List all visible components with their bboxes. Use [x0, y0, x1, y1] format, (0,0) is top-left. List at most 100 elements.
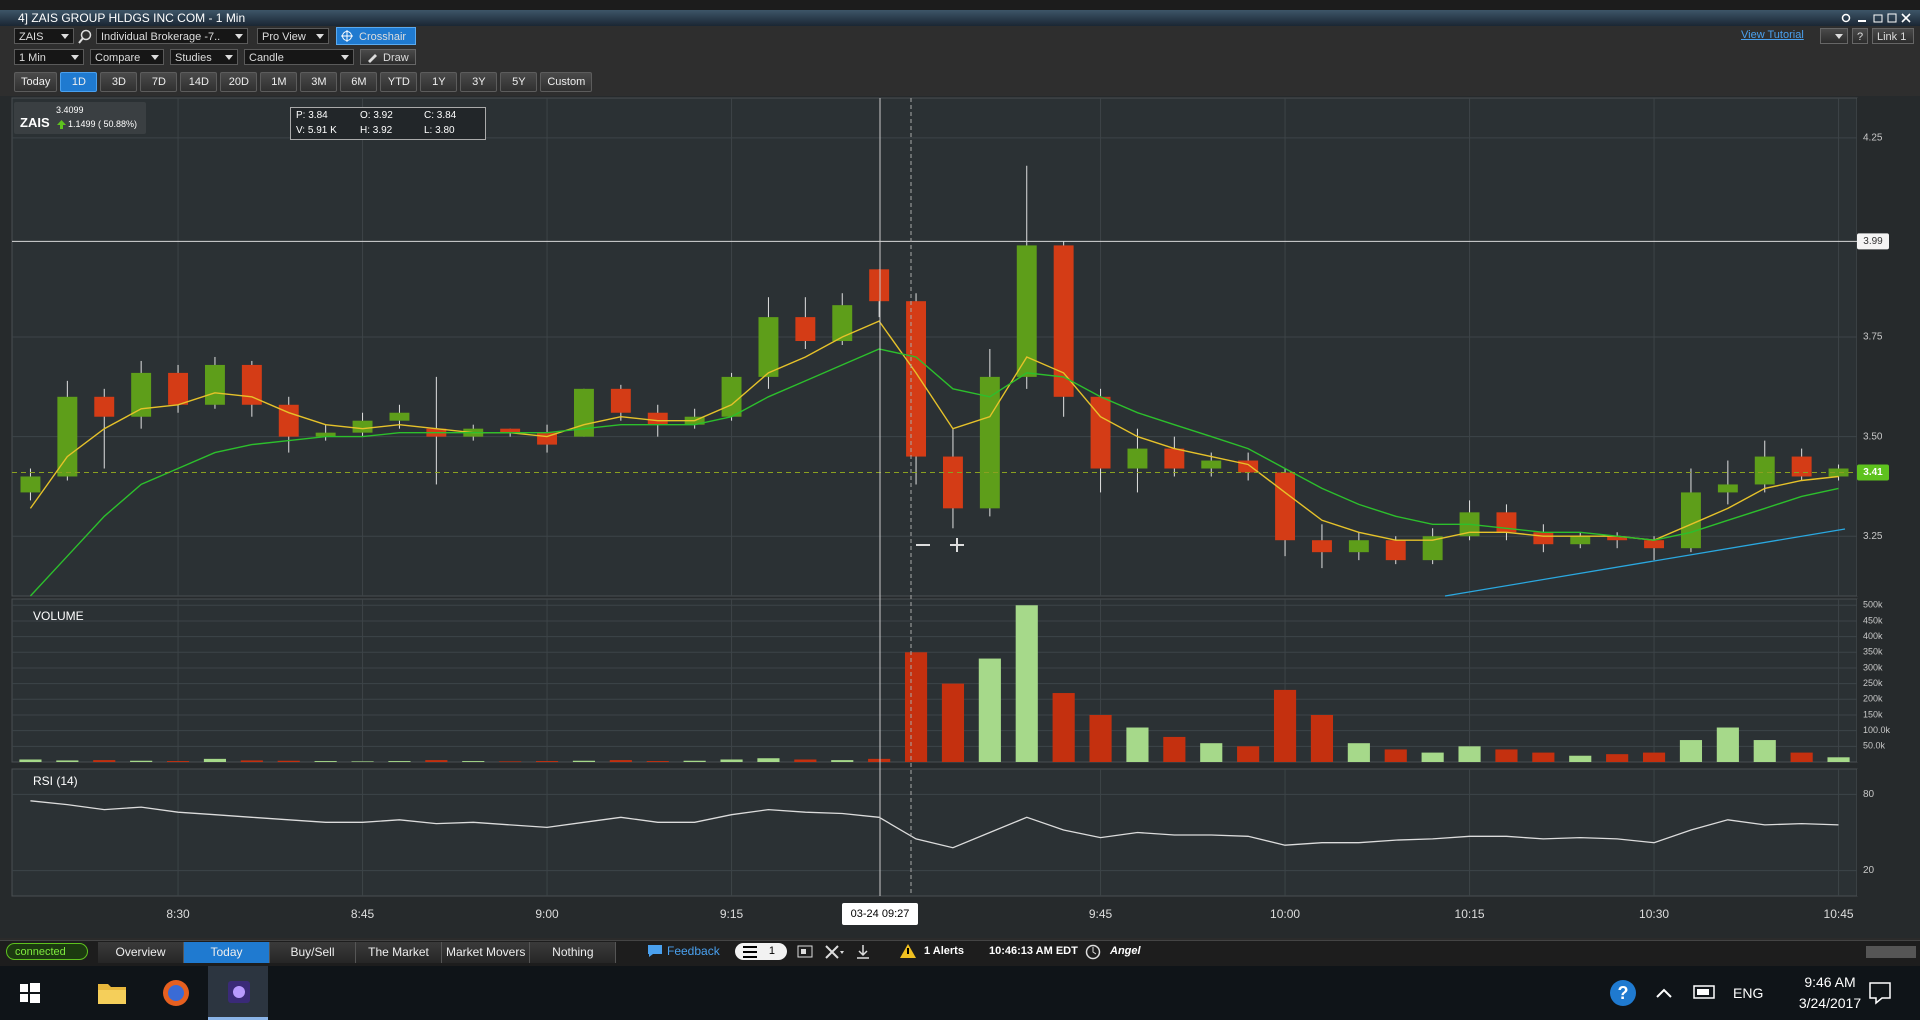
range-button[interactable]: 20D — [220, 72, 258, 92]
volume-bar — [683, 760, 706, 762]
tab[interactable]: The Market — [356, 942, 442, 963]
range-button[interactable]: 3Y — [460, 72, 498, 92]
help-button[interactable]: ? — [1852, 28, 1868, 44]
range-button[interactable]: YTD — [380, 72, 418, 92]
volume-bar — [1126, 727, 1149, 762]
range-button[interactable]: 1Y — [420, 72, 458, 92]
volume-bar — [1015, 605, 1038, 762]
volume-bar — [868, 758, 891, 762]
candle-body — [1164, 448, 1185, 469]
candle-body — [758, 317, 779, 377]
x-tick-label: 9:15 — [720, 907, 744, 921]
view-select[interactable]: Pro View — [257, 28, 329, 44]
candle-body — [869, 269, 890, 302]
rsi-title: RSI (14) — [33, 774, 78, 788]
candle-body — [389, 412, 410, 421]
language[interactable]: ENG — [1733, 985, 1764, 1001]
crosshair-button[interactable]: Crosshair — [336, 27, 416, 45]
volume-bar — [56, 760, 79, 762]
zoom-controls[interactable] — [916, 538, 964, 552]
window-title: 4] ZAIS GROUP HLDGS INC COM - 1 Min — [18, 11, 246, 25]
status-time: 10:46:13 AM EDT — [989, 945, 1078, 957]
account-select[interactable]: Individual Brokerage -7.. — [96, 28, 248, 44]
pencil-icon — [368, 54, 377, 63]
chart-style-select[interactable]: Candle — [244, 49, 354, 65]
volume-bar — [646, 761, 669, 762]
scroll-handle[interactable] — [1866, 946, 1916, 958]
link-button[interactable]: Link 1 — [1872, 28, 1914, 44]
tab[interactable]: Buy/Sell — [270, 942, 356, 963]
axis-background — [1857, 599, 1892, 762]
range-button[interactable]: 3D — [100, 72, 138, 92]
volume-bar — [130, 760, 153, 762]
candle-body — [500, 428, 521, 433]
range-button[interactable]: 5Y — [500, 72, 538, 92]
candle-body — [610, 388, 631, 413]
range-button[interactable]: 1D — [60, 72, 98, 92]
studies-select[interactable]: Studies — [170, 49, 238, 65]
symbol-input[interactable]: ZAIS — [14, 28, 74, 44]
range-button[interactable]: Today — [14, 72, 58, 92]
tab[interactable]: Market Movers — [442, 942, 531, 963]
candle-body — [942, 456, 963, 509]
panel-background — [11, 97, 1858, 597]
status-icons[interactable] — [796, 943, 886, 961]
tab[interactable]: Overview — [98, 942, 184, 963]
range-button[interactable]: 6M — [340, 72, 378, 92]
view-tutorial-link[interactable]: View Tutorial — [1741, 29, 1804, 41]
ohlc-value: C: 3.84 — [424, 110, 457, 121]
candle-body — [1754, 456, 1775, 485]
taskbar-icons[interactable]: ? — [0, 966, 1920, 1020]
tab[interactable]: Nothing — [530, 942, 617, 963]
range-button[interactable]: Custom — [540, 72, 593, 92]
x-tick-label: 10:00 — [1270, 907, 1300, 921]
x-tick-label: 10:30 — [1639, 907, 1669, 921]
moving-average — [29, 320, 1839, 541]
menu-button[interactable] — [1820, 28, 1848, 44]
candle-body — [315, 432, 336, 437]
draw-button[interactable]: Draw — [360, 49, 416, 65]
feedback-link[interactable]: Feedback — [667, 944, 720, 958]
volume-bar — [1642, 752, 1666, 762]
ohlc-value: O: 3.92 — [360, 110, 393, 121]
trend-line — [1444, 528, 1846, 597]
x-tick-label: 8:45 — [351, 907, 375, 921]
volume-bar — [1347, 743, 1370, 762]
clock-date[interactable]: 3/24/2017 — [1798, 995, 1862, 1011]
y-tick-label: 500k — [1863, 600, 1883, 610]
range-button[interactable]: 14D — [180, 72, 218, 92]
panel-background — [11, 768, 1858, 897]
volume-bar — [1384, 749, 1407, 762]
axis-background — [1857, 98, 1892, 596]
axis-background — [1857, 769, 1892, 896]
tabs: Overview Today Buy/Sell The Market Market Mo… — [98, 942, 617, 963]
quote-price: 3.4099 — [56, 105, 84, 115]
range-button[interactable]: 1M — [260, 72, 298, 92]
y-tick-label: 150k — [1863, 709, 1883, 719]
window-controls[interactable] — [1840, 12, 1916, 24]
candle-body — [906, 301, 927, 457]
volume-bar — [1679, 740, 1703, 762]
compare-select[interactable]: Compare — [90, 49, 164, 65]
panel-background — [11, 598, 1858, 763]
title-bar: 4] ZAIS GROUP HLDGS INC COM - 1 Min — [0, 10, 1920, 26]
range-button[interactable]: 3M — [300, 72, 338, 92]
tab[interactable]: Today — [184, 942, 270, 963]
taskbar: ? ENG 9:46 AM 3/24/2017 — [0, 966, 1920, 1020]
clock-time[interactable]: 9:46 AM — [1804, 974, 1856, 990]
y-tick-label: 50.0k — [1863, 741, 1886, 751]
candle-body — [1053, 245, 1074, 397]
range-button[interactable]: 7D — [140, 72, 178, 92]
candle-body — [1275, 472, 1296, 541]
alerts-count[interactable]: 1 Alerts — [924, 945, 964, 957]
interval-select[interactable]: 1 Min — [14, 49, 84, 65]
candle-body — [20, 476, 41, 493]
search-icon[interactable] — [77, 29, 93, 45]
candle-body — [1311, 540, 1332, 553]
volume-bar — [462, 761, 485, 762]
volume-bar — [1089, 714, 1112, 762]
volume-bar — [1421, 752, 1444, 762]
y-tick-label: 250k — [1863, 678, 1883, 688]
volume-bar — [425, 760, 448, 762]
